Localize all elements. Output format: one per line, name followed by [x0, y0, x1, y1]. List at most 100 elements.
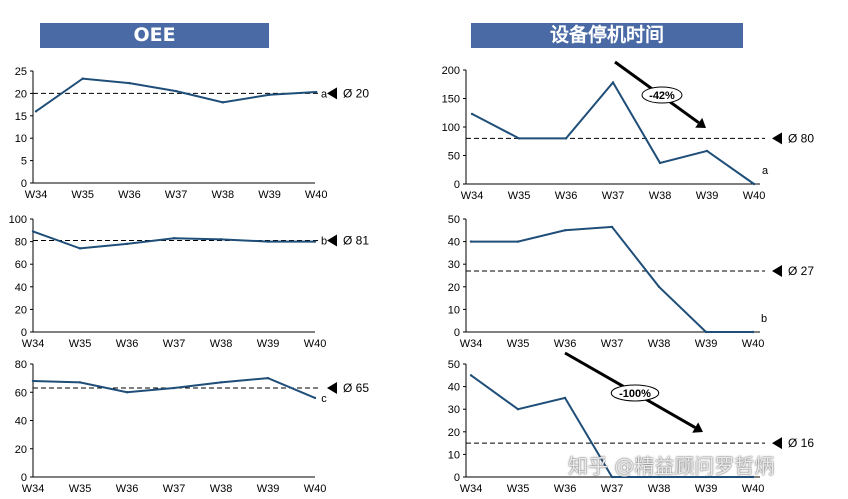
data-point — [174, 89, 178, 93]
series-tag: a — [321, 88, 328, 100]
y-tick-label: 30 — [448, 404, 460, 416]
x-tick-label: W35 — [507, 483, 530, 495]
data-point — [752, 182, 756, 186]
data-point — [31, 230, 35, 233]
x-tick-label: W36 — [554, 338, 577, 350]
mean-label: Ø 81 — [343, 233, 369, 247]
x-tick-label: W40 — [305, 189, 328, 201]
data-point — [128, 81, 131, 85]
data-point — [313, 240, 317, 243]
data-point — [219, 381, 223, 384]
y-tick-label: 20 — [448, 282, 460, 294]
data-point — [658, 161, 662, 165]
data-point — [268, 93, 271, 96]
data-point — [266, 376, 270, 380]
series-line — [471, 225, 753, 333]
mean-label: Ø 16 — [788, 436, 814, 450]
series-line — [32, 230, 315, 250]
mean-marker-icon — [772, 132, 782, 145]
data-point — [751, 475, 755, 479]
x-tick-label: W36 — [116, 483, 139, 495]
x-tick-label: W36 — [118, 189, 141, 201]
x-tick-label: W37 — [601, 338, 624, 350]
data-point — [564, 137, 568, 140]
data-point — [704, 475, 708, 479]
y-tick-label: 10 — [448, 449, 460, 461]
data-point — [469, 240, 473, 243]
data-point — [516, 240, 520, 243]
y-tick-label: 0 — [21, 327, 27, 339]
data-point — [657, 475, 661, 479]
y-tick-label: 150 — [442, 94, 460, 106]
data-point — [221, 101, 224, 104]
x-tick-label: W37 — [602, 190, 625, 202]
x-tick-label: W35 — [507, 338, 530, 350]
data-point — [704, 330, 708, 334]
x-tick-label: W37 — [163, 483, 186, 495]
trend-arrow-head-icon — [692, 422, 703, 433]
y-tick-label: 10 — [448, 304, 460, 316]
y-tick-label: 0 — [454, 327, 460, 339]
y-tick-label: 0 — [454, 179, 460, 191]
oee-header: OEE — [40, 23, 269, 48]
mean-label: Ø 27 — [788, 264, 814, 278]
data-point — [610, 225, 614, 229]
x-tick-label: W35 — [69, 338, 92, 350]
downtime-header: 设备停机时间 — [471, 23, 743, 48]
data-point — [516, 408, 520, 411]
data-point — [172, 386, 176, 390]
x-tick-label: W38 — [210, 338, 233, 350]
x-tick-label: W36 — [554, 483, 577, 495]
x-tick-label: W35 — [69, 483, 92, 495]
y-tick-label: 40 — [448, 382, 460, 394]
x-tick-label: W39 — [257, 338, 280, 350]
data-point — [470, 112, 474, 116]
trend-badge-label: -42% — [649, 90, 675, 102]
mean-marker-icon — [772, 437, 782, 450]
x-tick-label: W38 — [210, 483, 233, 495]
data-point — [81, 77, 84, 80]
x-tick-label: W34 — [22, 338, 45, 350]
trend-badge — [610, 384, 660, 402]
mean-label: Ø 80 — [788, 131, 814, 145]
y-tick-label: 80 — [15, 237, 27, 249]
mean-marker-icon — [772, 264, 782, 277]
series-line — [35, 77, 317, 113]
y-tick-label: 60 — [15, 387, 27, 399]
mean-marker-icon — [327, 234, 337, 247]
y-tick-label: 0 — [21, 178, 27, 190]
y-tick-label: 50 — [448, 151, 460, 163]
series-tag: c — [321, 393, 327, 405]
y-tick-label: 0 — [454, 472, 460, 484]
x-tick-label: W37 — [601, 483, 624, 495]
data-point — [517, 137, 521, 140]
x-tick-label: W37 — [165, 189, 188, 201]
data-point — [125, 391, 129, 394]
x-tick-label: W38 — [648, 338, 671, 350]
x-tick-label: W35 — [508, 190, 531, 202]
x-tick-label: W34 — [460, 483, 483, 495]
y-tick-label: 5 — [21, 156, 27, 168]
y-tick-label: 40 — [15, 416, 27, 428]
y-tick-label: 60 — [15, 259, 27, 271]
x-tick-label: W37 — [163, 338, 186, 350]
y-tick-label: 50 — [448, 359, 460, 371]
data-point — [266, 240, 270, 243]
x-tick-label: W36 — [555, 190, 578, 202]
y-tick-label: 0 — [21, 472, 27, 484]
mean-marker-icon — [327, 382, 337, 395]
x-tick-label: W39 — [695, 483, 718, 495]
y-tick-label: 100 — [9, 214, 27, 226]
y-tick-label: 200 — [442, 65, 460, 77]
x-tick-label: W40 — [743, 190, 766, 202]
x-tick-label: W38 — [211, 189, 234, 201]
data-point — [31, 379, 35, 383]
y-tick-label: 50 — [448, 214, 460, 226]
mean-label: Ø 65 — [343, 381, 369, 395]
y-tick-label: 20 — [15, 444, 27, 456]
mean-marker-icon — [327, 87, 337, 100]
x-tick-label: W40 — [304, 483, 327, 495]
x-tick-label: W38 — [648, 483, 671, 495]
x-tick-label: W36 — [116, 338, 139, 350]
